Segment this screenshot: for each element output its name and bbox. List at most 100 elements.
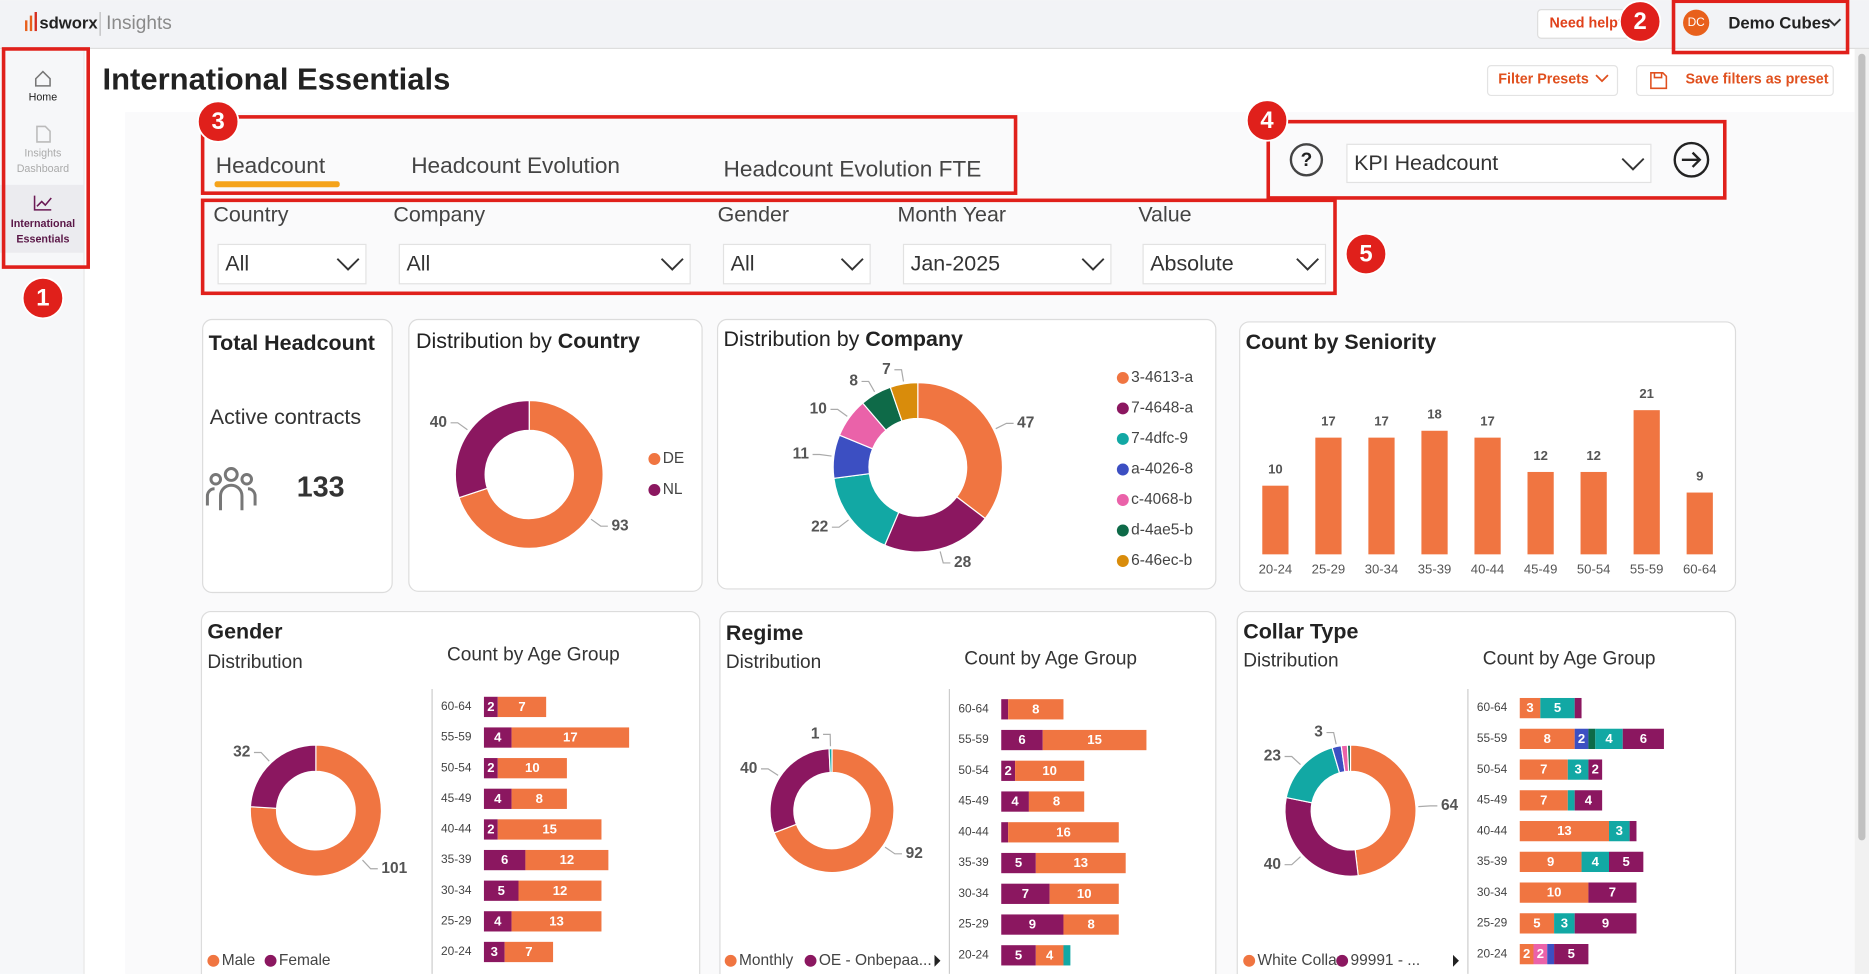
callout-badge bbox=[1245, 99, 1289, 142]
sidebar-label[interactable]: International bbox=[11, 218, 75, 230]
y-tick-label: 25-29 bbox=[1477, 916, 1508, 930]
filter-value[interactable]: Absolute bbox=[1150, 251, 1233, 275]
kpi-select[interactable] bbox=[1346, 143, 1652, 184]
data-label: 93 bbox=[611, 517, 629, 534]
legend-label[interactable]: a-4026-8 bbox=[1131, 461, 1193, 478]
legend-label[interactable]: d-4ae5-b bbox=[1131, 522, 1193, 539]
legend-label[interactable]: Female bbox=[279, 952, 331, 969]
sidebar-label[interactable]: Insights bbox=[24, 148, 61, 160]
filter-chevron[interactable] bbox=[840, 258, 864, 271]
go-button[interactable] bbox=[1673, 141, 1710, 178]
legend-label[interactable]: Male bbox=[222, 952, 256, 969]
legend-label[interactable]: White Collar bbox=[1258, 952, 1342, 969]
filter-select[interactable] bbox=[902, 243, 1112, 285]
legend-swatch[interactable] bbox=[804, 954, 817, 967]
y-tick-label: 25-29 bbox=[441, 913, 472, 927]
sidebar-label[interactable]: Dashboard bbox=[17, 163, 69, 175]
bar-segment bbox=[1567, 759, 1589, 780]
legend-swatch[interactable] bbox=[207, 954, 220, 967]
bar bbox=[1421, 430, 1448, 555]
tab-active[interactable]: Headcount bbox=[216, 153, 326, 178]
chart-title: Count by Age Group bbox=[447, 645, 620, 666]
legend-swatch[interactable] bbox=[1116, 555, 1129, 567]
kpi-select-chevron[interactable] bbox=[1621, 157, 1645, 171]
legend-swatch[interactable] bbox=[264, 954, 277, 967]
filter-chevron[interactable] bbox=[1296, 258, 1319, 271]
sidebar-label[interactable]: Home bbox=[29, 92, 58, 104]
help-button-label[interactable]: Need help? bbox=[1550, 16, 1627, 32]
legend-swatch[interactable] bbox=[648, 484, 661, 496]
legend-label[interactable]: 6-46ec-b bbox=[1131, 552, 1192, 569]
scrollbar-thumb[interactable] bbox=[1858, 53, 1866, 841]
title-part: Distribution by bbox=[724, 326, 860, 350]
user-menu-chevron[interactable] bbox=[1827, 18, 1842, 27]
bar-segment bbox=[1063, 914, 1119, 935]
filter-chevron[interactable] bbox=[1081, 258, 1105, 271]
legend-swatch[interactable] bbox=[1243, 954, 1256, 967]
filter-presets-label[interactable]: Filter Presets bbox=[1498, 72, 1589, 88]
data-label: 3 bbox=[491, 944, 498, 959]
data-label: 15 bbox=[1087, 732, 1102, 747]
save-preset-label[interactable]: Save filters as preset bbox=[1685, 72, 1828, 88]
filter-value[interactable]: Jan-2025 bbox=[911, 251, 1000, 275]
callouts: 1 2 3 4 5 bbox=[1, 0, 1850, 320]
legend-label[interactable]: 3-4613-a bbox=[1131, 369, 1193, 386]
legend-label[interactable]: OE - Onbepaa... bbox=[819, 952, 932, 969]
page-title: International Essentials bbox=[103, 61, 451, 96]
tab[interactable]: Headcount Evolution bbox=[411, 153, 620, 178]
legend-label[interactable]: Monthly bbox=[739, 952, 793, 969]
bar-segment bbox=[1588, 882, 1637, 903]
legend-swatch[interactable] bbox=[1116, 524, 1129, 537]
legend-label[interactable]: NL bbox=[663, 481, 683, 498]
save-icon[interactable] bbox=[1650, 72, 1668, 90]
filter-select[interactable] bbox=[1142, 243, 1327, 285]
legend-swatch[interactable] bbox=[1116, 402, 1129, 415]
bar-segment bbox=[1519, 728, 1575, 749]
legend-label[interactable]: DE bbox=[663, 450, 685, 467]
legend-label[interactable]: 99991 - ... bbox=[1350, 952, 1420, 969]
filter-select[interactable] bbox=[217, 243, 367, 285]
legend-swatch[interactable] bbox=[1116, 371, 1129, 384]
filter-value[interactable]: All bbox=[225, 251, 249, 275]
donut-slice bbox=[454, 399, 530, 499]
legend-label[interactable]: c-4068-b bbox=[1131, 491, 1192, 508]
data-label: 13 bbox=[1073, 855, 1088, 870]
legend-swatch[interactable] bbox=[1116, 463, 1129, 476]
sidebar-label[interactable]: Essentials bbox=[16, 233, 69, 245]
kpi-select-value[interactable]: KPI Headcount bbox=[1354, 151, 1498, 175]
legend-swatch[interactable] bbox=[1116, 494, 1129, 506]
legend-more[interactable] bbox=[934, 954, 941, 967]
dashboard-icon[interactable] bbox=[36, 125, 51, 143]
legend-swatch[interactable] bbox=[648, 453, 661, 465]
tab[interactable]: Headcount Evolution FTE bbox=[724, 157, 982, 182]
data-label: 10 bbox=[1042, 763, 1057, 778]
leader-line bbox=[831, 519, 849, 528]
filter-label: Company bbox=[393, 203, 485, 227]
legend-swatch[interactable] bbox=[1336, 954, 1349, 967]
kpi-label: Active contracts bbox=[210, 405, 361, 429]
legend-swatch[interactable] bbox=[1116, 433, 1129, 445]
legend-label[interactable]: 7-4648-a bbox=[1131, 400, 1193, 417]
filter-value[interactable]: All bbox=[731, 251, 755, 275]
filter-chevron[interactable] bbox=[336, 258, 360, 271]
logo[interactable]: sdworx Insights bbox=[25, 12, 172, 36]
essentials-icon[interactable] bbox=[33, 195, 52, 211]
home-icon[interactable] bbox=[34, 70, 51, 87]
legend-label[interactable]: 7-4dfc-9 bbox=[1131, 430, 1188, 447]
filter-value[interactable]: All bbox=[406, 251, 430, 275]
legend-swatch[interactable] bbox=[724, 954, 737, 967]
x-tick-label: 20-24 bbox=[1259, 561, 1293, 576]
help-icon[interactable] bbox=[1289, 143, 1324, 177]
bar-segment bbox=[1629, 820, 1637, 842]
user-name[interactable]: Demo Cubes bbox=[1728, 13, 1830, 32]
legend-more[interactable] bbox=[1453, 954, 1459, 967]
filter-presets-chevron[interactable] bbox=[1595, 74, 1609, 83]
filter-chevron[interactable] bbox=[660, 258, 684, 271]
save-preset-button[interactable] bbox=[1635, 65, 1834, 97]
bar-segment bbox=[1540, 697, 1575, 719]
avatar[interactable] bbox=[1683, 9, 1710, 36]
filter-select[interactable] bbox=[398, 243, 691, 285]
filter-presets-button[interactable] bbox=[1486, 65, 1619, 97]
leader-line bbox=[1326, 731, 1337, 745]
bar-segment bbox=[1049, 883, 1119, 904]
